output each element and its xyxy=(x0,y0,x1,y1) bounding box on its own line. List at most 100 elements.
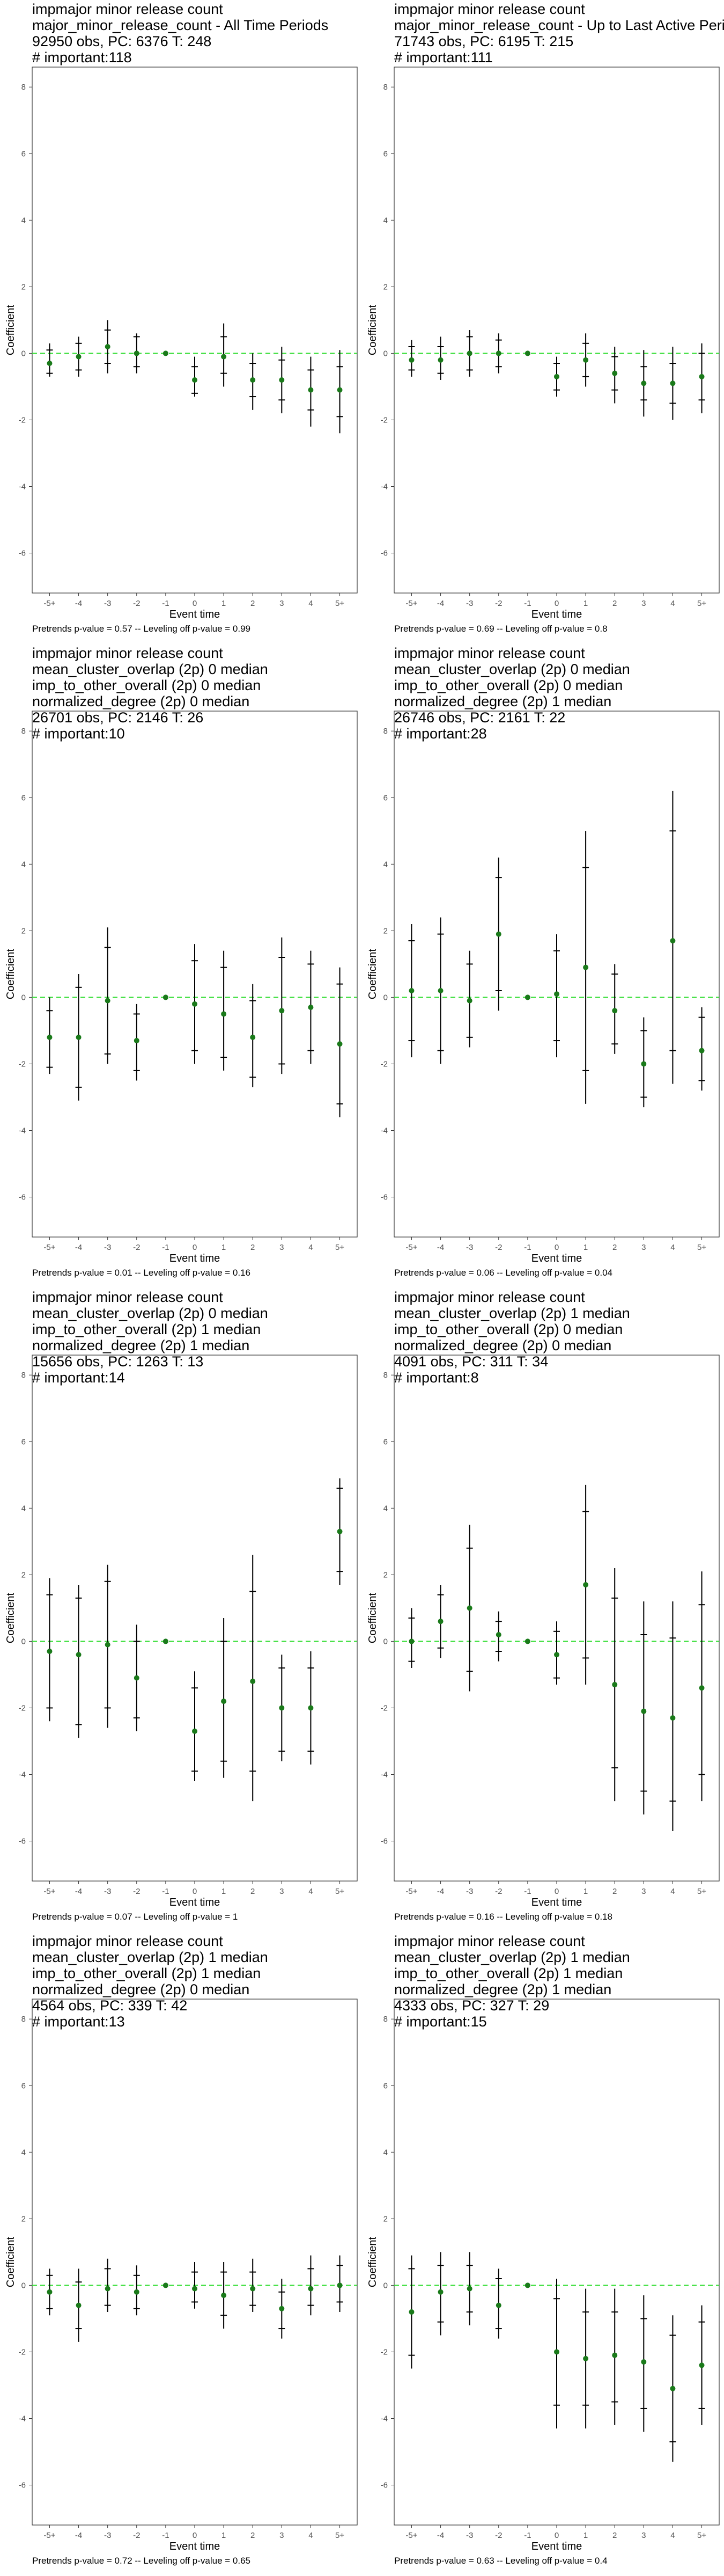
pvalue-caption: Pretrends p-value = 0.06 -- Leveling off… xyxy=(394,1268,612,1278)
x-tick-label: -1 xyxy=(162,599,169,608)
x-tick-label: -4 xyxy=(437,1243,444,1252)
plot-frame xyxy=(394,1999,720,2526)
x-tick-label: -3 xyxy=(466,1887,473,1896)
x-tick-label: 2 xyxy=(250,1887,255,1896)
chart-title-line: normalized_degree (2p) 1 median xyxy=(32,1337,250,1353)
chart-title-line: normalized_degree (2p) 0 median xyxy=(32,1981,250,1997)
estimate-point xyxy=(134,1675,139,1681)
x-tick-label: -5+ xyxy=(43,1243,55,1252)
y-tick-label: -4 xyxy=(19,482,26,492)
estimate-point xyxy=(670,938,676,943)
estimate-point xyxy=(467,1605,472,1611)
estimate-point xyxy=(76,1652,82,1658)
x-tick-label: -3 xyxy=(466,2531,473,2540)
estimate-point xyxy=(612,1682,618,1688)
y-tick-label: 4 xyxy=(383,216,388,225)
x-tick-label: 1 xyxy=(221,1243,226,1252)
x-tick-label: -5+ xyxy=(405,2531,417,2540)
y-tick-label: 8 xyxy=(21,83,26,92)
chart-title-line: # important:13 xyxy=(32,2014,125,2030)
chart-panel: -6 -4 -2 0 2 4 6 8 -5+ -4 -3 -2 -1 0 1 2 3 4 5+ Event time C… xyxy=(0,1288,362,1932)
estimate-point xyxy=(279,377,285,383)
y-tick-label: 4 xyxy=(21,860,26,869)
x-tick-label: 5+ xyxy=(335,1243,344,1252)
x-tick-label: 1 xyxy=(221,1887,226,1896)
y-tick-label: -4 xyxy=(381,2414,388,2424)
estimate-point xyxy=(162,2282,168,2288)
x-tick-label: 3 xyxy=(279,2531,284,2540)
estimate-point xyxy=(250,377,256,383)
estimate-point xyxy=(192,377,197,383)
estimate-point xyxy=(699,374,705,379)
x-axis-label: Event time xyxy=(531,609,582,620)
x-tick-label: 0 xyxy=(555,599,559,608)
chart-title-line: 4091 obs, PC: 311 T: 34 xyxy=(394,1353,549,1370)
estimate-point xyxy=(467,2286,472,2292)
y-tick-label: 2 xyxy=(21,2214,26,2223)
chart-title-line: 4333 obs, PC: 327 T: 29 xyxy=(394,1997,550,2014)
x-axis-label: Event time xyxy=(531,1253,582,1264)
estimate-point xyxy=(612,370,618,376)
chart-title-line: impmajor minor release count xyxy=(32,645,223,661)
chart-title-line: imp_to_other_overall (2p) 0 median xyxy=(394,677,623,693)
chart-title-line: 26746 obs, PC: 2161 T: 22 xyxy=(394,709,566,726)
x-tick-label: -2 xyxy=(495,599,502,608)
chart-panel: -6 -4 -2 0 2 4 6 8 -5+ -4 -3 -2 -1 0 1 2 3 4 5+ Event time C… xyxy=(362,1932,724,2576)
y-tick-label: 8 xyxy=(383,1371,388,1380)
y-tick-label: 6 xyxy=(383,2081,388,2090)
pvalue-caption: Pretrends p-value = 0.63 -- Leveling off… xyxy=(394,2556,608,2566)
x-tick-label: 5+ xyxy=(697,1243,706,1252)
pvalue-caption: Pretrends p-value = 0.69 -- Leveling off… xyxy=(394,624,608,634)
estimate-point xyxy=(279,1008,285,1014)
estimate-point xyxy=(524,2282,530,2288)
y-tick-label: -6 xyxy=(381,1837,388,1846)
y-tick-label: -2 xyxy=(19,1703,26,1713)
x-tick-label: -3 xyxy=(104,2531,111,2540)
chart-title-line: 71743 obs, PC: 6195 T: 215 xyxy=(394,33,574,49)
x-axis-label: Event time xyxy=(531,1897,582,1908)
x-tick-label: 3 xyxy=(641,2531,646,2540)
estimate-point xyxy=(438,2289,444,2295)
y-tick-label: -6 xyxy=(19,1837,26,1846)
chart-title-line: mean_cluster_overlap (2p) 0 median xyxy=(32,1305,268,1321)
x-tick-label: 0 xyxy=(193,1243,197,1252)
event-study-plot: -6 -4 -2 0 2 4 6 8 -5+ -4 -3 -2 -1 0 1 2 3 4 5+ Event time C… xyxy=(5,1355,358,1908)
estimate-point xyxy=(47,1649,53,1655)
estimate-point xyxy=(670,380,676,386)
estimate-point xyxy=(496,2302,501,2308)
event-study-plot: -6 -4 -2 0 2 4 6 8 -5+ -4 -3 -2 -1 0 1 2 3 4 5+ Event time C… xyxy=(5,67,358,620)
estimate-point xyxy=(409,988,415,994)
event-study-plot: -6 -4 -2 0 2 4 6 8 -5+ -4 -3 -2 -1 0 1 2 3 4 5+ Event time C… xyxy=(5,1999,358,2552)
x-tick-label: -2 xyxy=(495,2531,502,2540)
estimate-point xyxy=(308,1005,314,1011)
x-tick-label: -4 xyxy=(437,1887,444,1896)
chart-title-line: impmajor minor release count xyxy=(394,1289,585,1305)
x-tick-label: -2 xyxy=(133,2531,140,2540)
x-tick-label: -3 xyxy=(104,1887,111,1896)
x-tick-label: 1 xyxy=(221,2531,226,2540)
x-tick-label: -3 xyxy=(466,599,473,608)
y-tick-label: 8 xyxy=(21,1371,26,1380)
chart-title: impmajor minor release count mean_cluster… xyxy=(394,1933,630,2030)
estimate-point xyxy=(337,387,343,393)
plot-frame xyxy=(394,1355,720,1882)
estimate-point xyxy=(583,964,589,970)
x-tick-label: -1 xyxy=(524,1243,531,1252)
x-tick-label: 2 xyxy=(612,1243,617,1252)
x-tick-label: 4 xyxy=(670,1887,675,1896)
y-axis-label: Coefficient xyxy=(5,2236,17,2287)
x-tick-label: 5+ xyxy=(697,599,706,608)
estimate-point xyxy=(308,1705,314,1711)
x-tick-label: 2 xyxy=(250,1243,255,1252)
chart-title-line: normalized_degree (2p) 1 median xyxy=(394,693,612,709)
x-tick-label: 4 xyxy=(308,1243,313,1252)
chart-title: impmajor minor release count mean_cluster… xyxy=(32,1933,268,2030)
chart-title-line: imp_to_other_overall (2p) 1 median xyxy=(32,1321,261,1337)
x-tick-label: -3 xyxy=(104,1243,111,1252)
y-tick-label: 8 xyxy=(21,727,26,736)
estimate-point xyxy=(496,350,501,356)
x-tick-label: -2 xyxy=(495,1243,502,1252)
estimate-point xyxy=(221,354,227,360)
y-tick-label: 4 xyxy=(21,1504,26,1513)
chart-title-line: impmajor minor release count xyxy=(32,1933,223,1949)
